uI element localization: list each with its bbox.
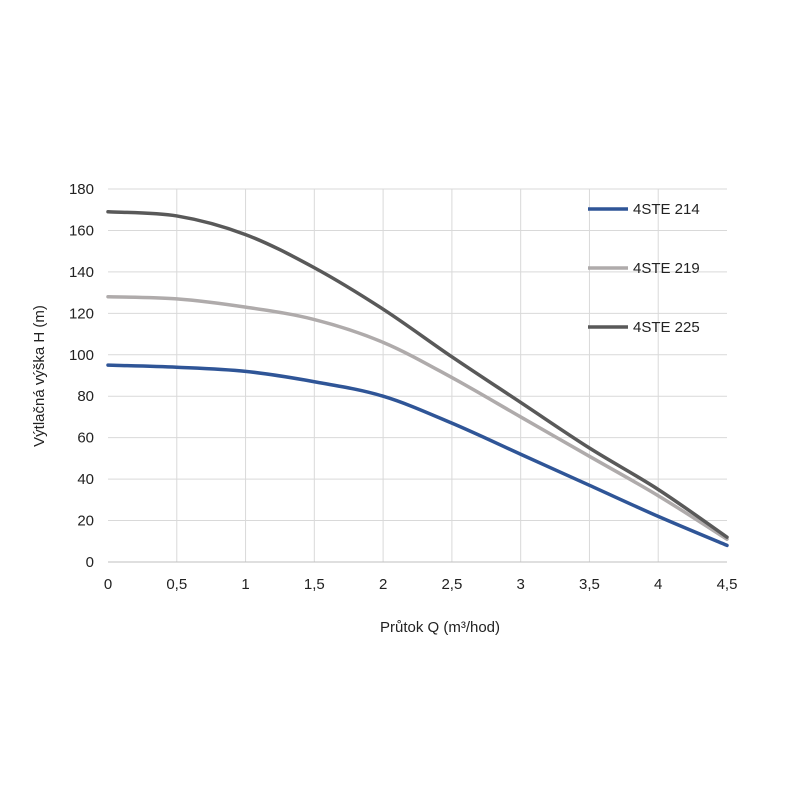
series-line-4ste-214 — [106, 363, 729, 548]
y-tick-label: 180 — [69, 181, 94, 198]
x-tick-label: 4 — [654, 576, 662, 593]
y-tick-label: 100 — [69, 347, 94, 364]
y-tick-label: 0 — [86, 554, 94, 571]
series-lines — [106, 210, 729, 548]
y-tick-label: 120 — [69, 305, 94, 322]
y-tick-label: 40 — [77, 471, 94, 488]
y-tick-label: 80 — [77, 388, 94, 405]
x-axis-ticks: 0 0,5 1 1,5 2 2,5 3 3,5 4 4,5 — [104, 576, 738, 593]
legend-label-4ste-225: 4STE 225 — [633, 319, 700, 336]
legend: 4STE 214 4STE 219 4STE 225 — [588, 201, 700, 336]
x-tick-label: 0 — [104, 576, 112, 593]
y-tick-label: 160 — [69, 222, 94, 239]
x-tick-label: 2,5 — [441, 576, 462, 593]
y-axis-ticks: 0 20 40 60 80 100 120 140 160 180 — [69, 181, 94, 571]
x-tick-label: 1,5 — [304, 576, 325, 593]
x-tick-label: 4,5 — [717, 576, 738, 593]
series-line-4ste-225 — [106, 210, 729, 539]
y-tick-label: 60 — [77, 430, 94, 447]
y-tick-label: 140 — [69, 264, 94, 281]
x-tick-label: 1 — [241, 576, 249, 593]
x-tick-label: 0,5 — [166, 576, 187, 593]
y-axis-title: Výtlačná výška H (m) — [31, 305, 48, 447]
x-tick-label: 3,5 — [579, 576, 600, 593]
x-tick-label: 2 — [379, 576, 387, 593]
y-tick-label: 20 — [77, 513, 94, 530]
x-axis-title: Průtok Q (m³/hod) — [380, 619, 500, 636]
series-line-4ste-219 — [106, 295, 729, 541]
legend-label-4ste-214: 4STE 214 — [633, 201, 700, 218]
grid — [108, 188, 727, 562]
legend-label-4ste-219: 4STE 219 — [633, 260, 700, 277]
x-tick-label: 3 — [516, 576, 524, 593]
